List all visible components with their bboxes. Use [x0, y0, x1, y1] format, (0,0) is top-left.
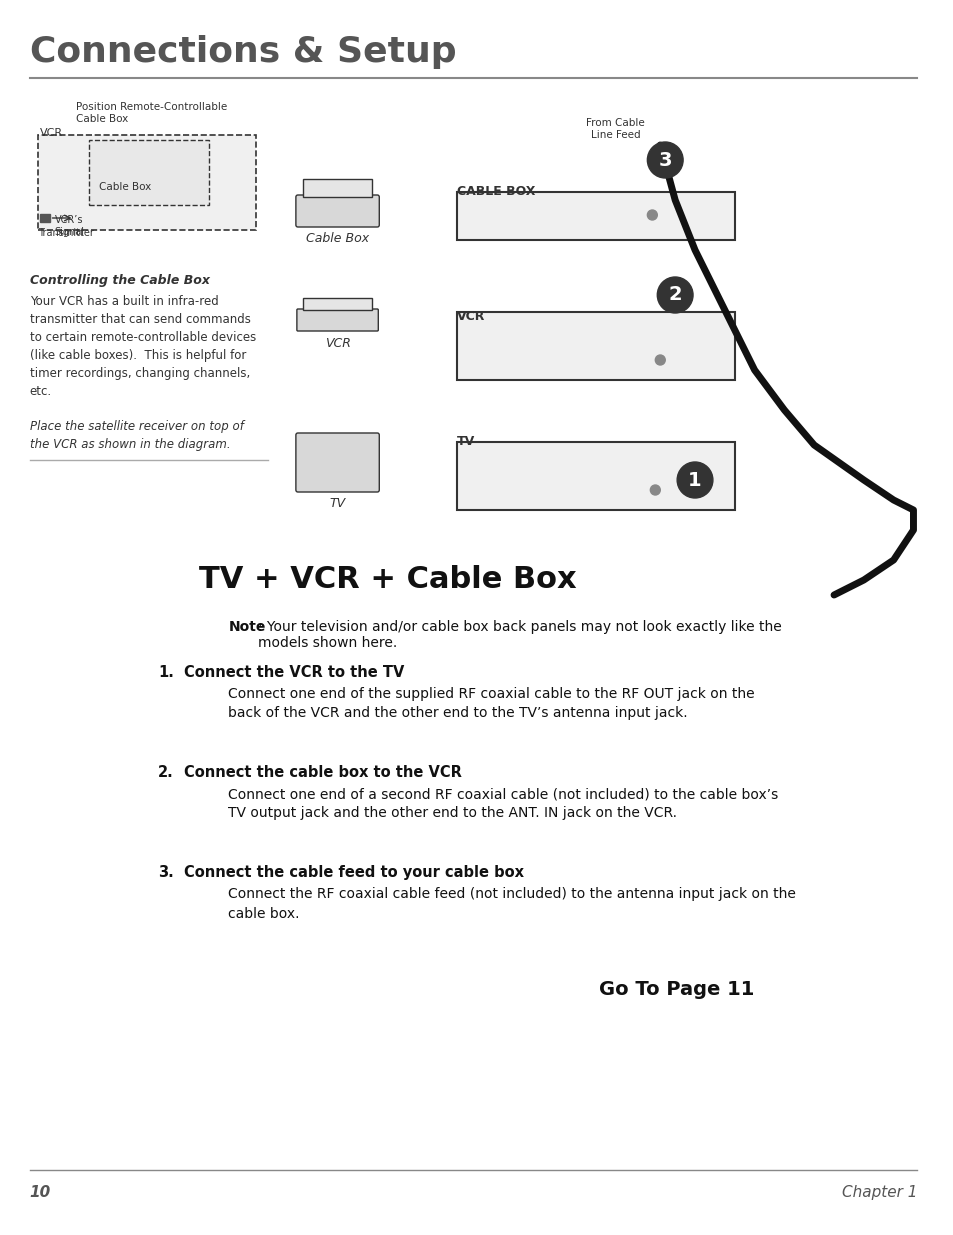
FancyBboxPatch shape [295, 433, 379, 492]
FancyBboxPatch shape [38, 135, 256, 230]
Bar [456, 191, 734, 240]
Text: 2: 2 [668, 285, 681, 305]
Bar [40, 214, 50, 222]
Text: VCR: VCR [40, 128, 63, 138]
Circle shape [647, 210, 657, 220]
Text: : Your television and/or cable box back panels may not look exactly like the
mod: : Your television and/or cable box back … [258, 620, 781, 650]
Text: Connections & Setup: Connections & Setup [30, 35, 456, 69]
Text: Connect one end of a second RF coaxial cable (not included) to the cable box’s
T: Connect one end of a second RF coaxial c… [228, 787, 778, 820]
Text: Transmitter: Transmitter [38, 228, 93, 238]
Circle shape [657, 277, 692, 312]
Text: Chapter 1: Chapter 1 [841, 1186, 917, 1200]
Text: 1: 1 [687, 471, 701, 489]
Text: Connect the VCR to the TV: Connect the VCR to the TV [184, 664, 404, 680]
Text: TV: TV [456, 435, 475, 448]
Text: 2.: 2. [158, 764, 173, 781]
Circle shape [647, 142, 682, 178]
Text: Controlling the Cable Box: Controlling the Cable Box [30, 274, 210, 287]
Circle shape [650, 485, 659, 495]
Text: 10: 10 [30, 1186, 51, 1200]
Text: VCR: VCR [324, 337, 350, 350]
Bar [456, 312, 734, 380]
Text: Note: Note [228, 620, 266, 634]
Text: 3: 3 [658, 151, 671, 169]
Bar [302, 298, 372, 310]
Text: Your VCR has a built in infra-red
transmitter that can send commands
to certain : Your VCR has a built in infra-red transm… [30, 295, 255, 398]
Text: From Cable
Line Feed: From Cable Line Feed [585, 119, 644, 140]
Text: VCR: VCR [456, 310, 484, 324]
Text: Connect the RF coaxial cable feed (not included) to the antenna input jack on th: Connect the RF coaxial cable feed (not i… [228, 887, 796, 920]
Circle shape [677, 462, 712, 498]
Bar [456, 442, 734, 510]
Text: VCR’s
Signal: VCR’s Signal [54, 215, 85, 237]
Circle shape [655, 354, 664, 366]
Text: Connect the cable box to the VCR: Connect the cable box to the VCR [184, 764, 461, 781]
Text: Cable Box: Cable Box [99, 182, 152, 191]
FancyBboxPatch shape [295, 195, 379, 227]
Text: TV + VCR + Cable Box: TV + VCR + Cable Box [198, 564, 576, 594]
Text: Connect one end of the supplied RF coaxial cable to the RF OUT jack on the
back : Connect one end of the supplied RF coaxi… [228, 687, 754, 720]
Text: Connect the cable feed to your cable box: Connect the cable feed to your cable box [184, 864, 523, 881]
Text: 1.: 1. [157, 664, 173, 680]
Text: Position Remote-Controllable
Cable Box: Position Remote-Controllable Cable Box [76, 103, 228, 124]
Text: Cable Box: Cable Box [306, 232, 369, 245]
FancyBboxPatch shape [90, 140, 209, 205]
Text: TV: TV [329, 496, 345, 510]
Text: CABLE BOX: CABLE BOX [456, 185, 535, 198]
Text: 3.: 3. [158, 864, 173, 881]
Bar [302, 179, 372, 198]
Text: Place the satellite receiver on top of
the VCR as shown in the diagram.: Place the satellite receiver on top of t… [30, 420, 243, 451]
FancyBboxPatch shape [296, 309, 378, 331]
Text: Go To Page 11: Go To Page 11 [598, 981, 754, 999]
